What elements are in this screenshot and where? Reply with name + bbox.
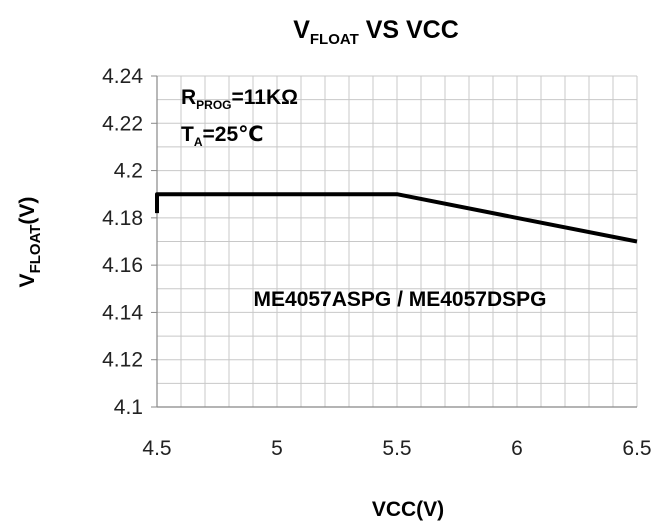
y-axis-label-main: V	[16, 273, 39, 287]
chart-title-subscript: FLOAT	[310, 31, 359, 48]
x-tick-label: 5.5	[382, 437, 411, 460]
x-tick-label: 6	[511, 437, 523, 460]
x-tick-label: 6.5	[622, 437, 651, 460]
y-axis-label-subscript: FLOAT	[27, 225, 44, 274]
annotation-ta-rest: =25℃	[203, 123, 264, 146]
y-axis-label: VFLOAT(V)	[16, 197, 44, 288]
y-tick-label: 4.24	[102, 65, 143, 88]
chart-title-main: V	[293, 16, 310, 44]
y-tick-label: 4.2	[114, 160, 143, 183]
y-tick-label: 4.14	[102, 301, 143, 324]
annotation-rprog-rest: =11KΩ	[232, 86, 298, 109]
y-tick-labels: 4.1 4.12 4.14 4.16 4.18 4.2 4.22 4.24	[102, 65, 143, 419]
x-tick-labels: 4.5 5 5.5 6 6.5	[142, 437, 651, 460]
y-axis-label-rest: (V)	[16, 197, 39, 225]
y-tick-label: 4.16	[102, 254, 143, 277]
x-axis-label: VCC(V)	[372, 498, 444, 521]
series-line	[155, 192, 638, 244]
x-tick-label: 5	[271, 437, 283, 460]
y-tick-label: 4.12	[102, 349, 143, 372]
y-tick-label: 4.18	[102, 207, 143, 230]
series-lines	[155, 192, 638, 244]
chart-title-rest: VS VCC	[359, 16, 459, 44]
annotation-ta: TA=25℃	[181, 123, 264, 149]
annotation-rprog: RPROG=11KΩ	[181, 86, 298, 112]
annotation-ta-subscript: A	[194, 135, 203, 149]
x-tick-label: 4.5	[142, 437, 171, 460]
chart-title: VFLOAT VS VCC	[293, 16, 459, 48]
annotation-part-number: ME4057ASPG / ME4057DSPG	[254, 288, 547, 311]
annotation-ta-main: T	[181, 123, 194, 146]
annotation-rprog-subscript: PROG	[196, 98, 231, 112]
axes	[151, 75, 637, 408]
y-tick-label: 4.1	[114, 396, 143, 419]
annotation-rprog-main: R	[181, 86, 196, 109]
y-tick-label: 4.22	[102, 112, 143, 135]
